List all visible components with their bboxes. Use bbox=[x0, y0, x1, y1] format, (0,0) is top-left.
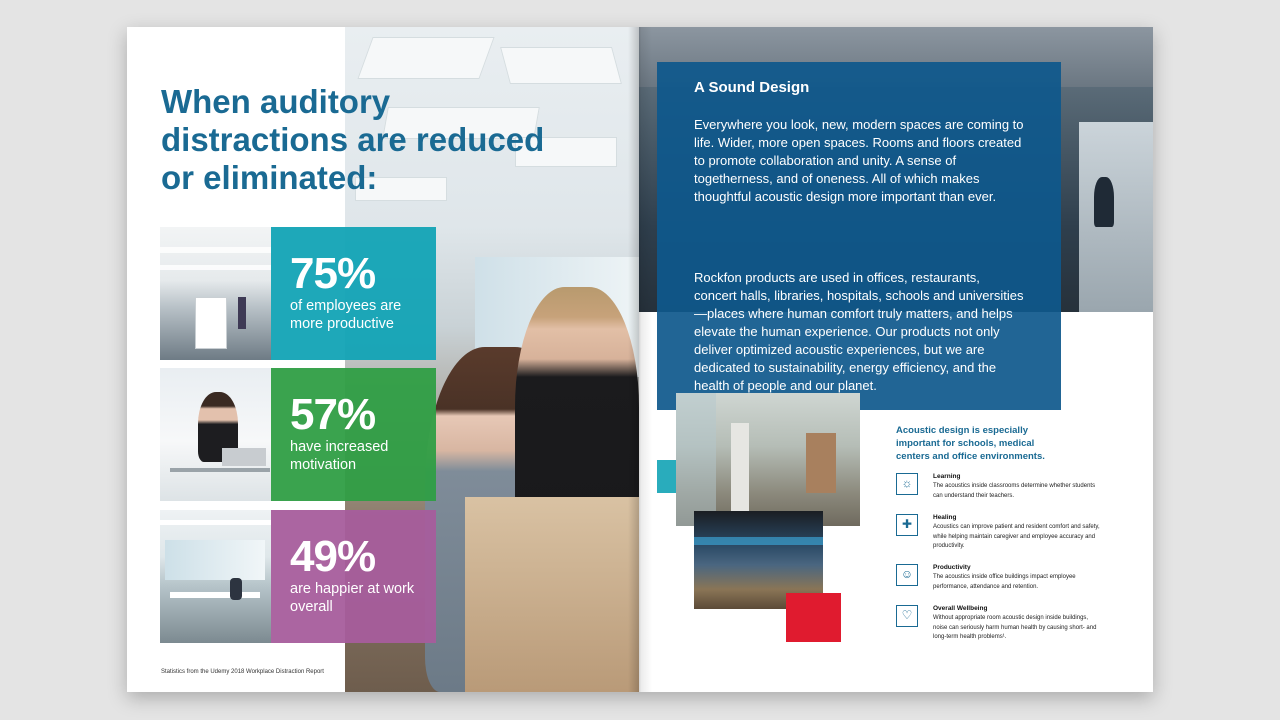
source-note: Statistics from the Udemy 2018 Workplace… bbox=[161, 669, 324, 675]
right-page: A Sound Design Everywhere you look, new,… bbox=[639, 27, 1153, 692]
item-text: Without appropriate room acoustic design… bbox=[933, 615, 1097, 640]
heart-plus-icon: ♡ bbox=[896, 605, 918, 627]
sound-design-panel: A Sound Design Everywhere you look, new,… bbox=[657, 62, 1061, 410]
stat-row-productive: 75% of employees are more productive bbox=[160, 227, 436, 360]
stat-text: of employees are more productive bbox=[290, 298, 402, 332]
woman-at-laptop-thumbnail bbox=[160, 368, 271, 501]
office-collaboration-photo bbox=[345, 27, 639, 692]
side-heading: Acoustic design is especially important … bbox=[896, 425, 1045, 462]
item-title: Productivity bbox=[933, 564, 971, 571]
item-text: The acoustics inside classrooms determin… bbox=[933, 483, 1096, 499]
item-title: Overall Wellbeing bbox=[933, 605, 988, 612]
paragraph-2: Rockfon products are used in offices, re… bbox=[694, 270, 1024, 393]
headline: When auditory distractions are reduced o… bbox=[161, 83, 545, 196]
item-text: The acoustics inside office buildings im… bbox=[933, 574, 1076, 590]
stat-box-75: 75% of employees are more productive bbox=[271, 227, 436, 360]
stat-percent: 57% bbox=[290, 390, 376, 439]
item-title: Learning bbox=[933, 473, 961, 480]
lightbulb-icon: ☼ bbox=[896, 473, 918, 495]
stat-box-49: 49% are happier at work overall bbox=[271, 510, 436, 643]
paragraph-1: Everywhere you look, new, modern spaces … bbox=[694, 117, 1024, 204]
stat-box-57: 57% have increased motivation bbox=[271, 368, 436, 501]
stat-percent: 49% bbox=[290, 532, 376, 581]
medical-cross-icon: ✚ bbox=[896, 514, 918, 536]
library-photo bbox=[694, 511, 823, 609]
stat-percent: 75% bbox=[290, 249, 376, 298]
hospital-corridor-photo bbox=[676, 393, 860, 526]
stat-row-happier: 49% are happier at work overall bbox=[160, 510, 436, 643]
smiley-icon: ☺ bbox=[896, 564, 918, 586]
stat-text: are happier at work overall bbox=[290, 581, 415, 615]
left-page: When auditory distractions are reduced o… bbox=[127, 27, 639, 692]
stat-row-motivation: 57% have increased motivation bbox=[160, 368, 436, 501]
red-accent-square bbox=[786, 593, 841, 642]
stat-text: have increased motivation bbox=[290, 439, 389, 473]
open-office-thumbnail bbox=[160, 227, 271, 360]
item-title: Healing bbox=[933, 514, 957, 521]
item-text: Acoustics can improve patient and reside… bbox=[933, 524, 1100, 549]
office-team-thumbnail bbox=[160, 510, 271, 643]
section-title: A Sound Design bbox=[694, 79, 810, 96]
